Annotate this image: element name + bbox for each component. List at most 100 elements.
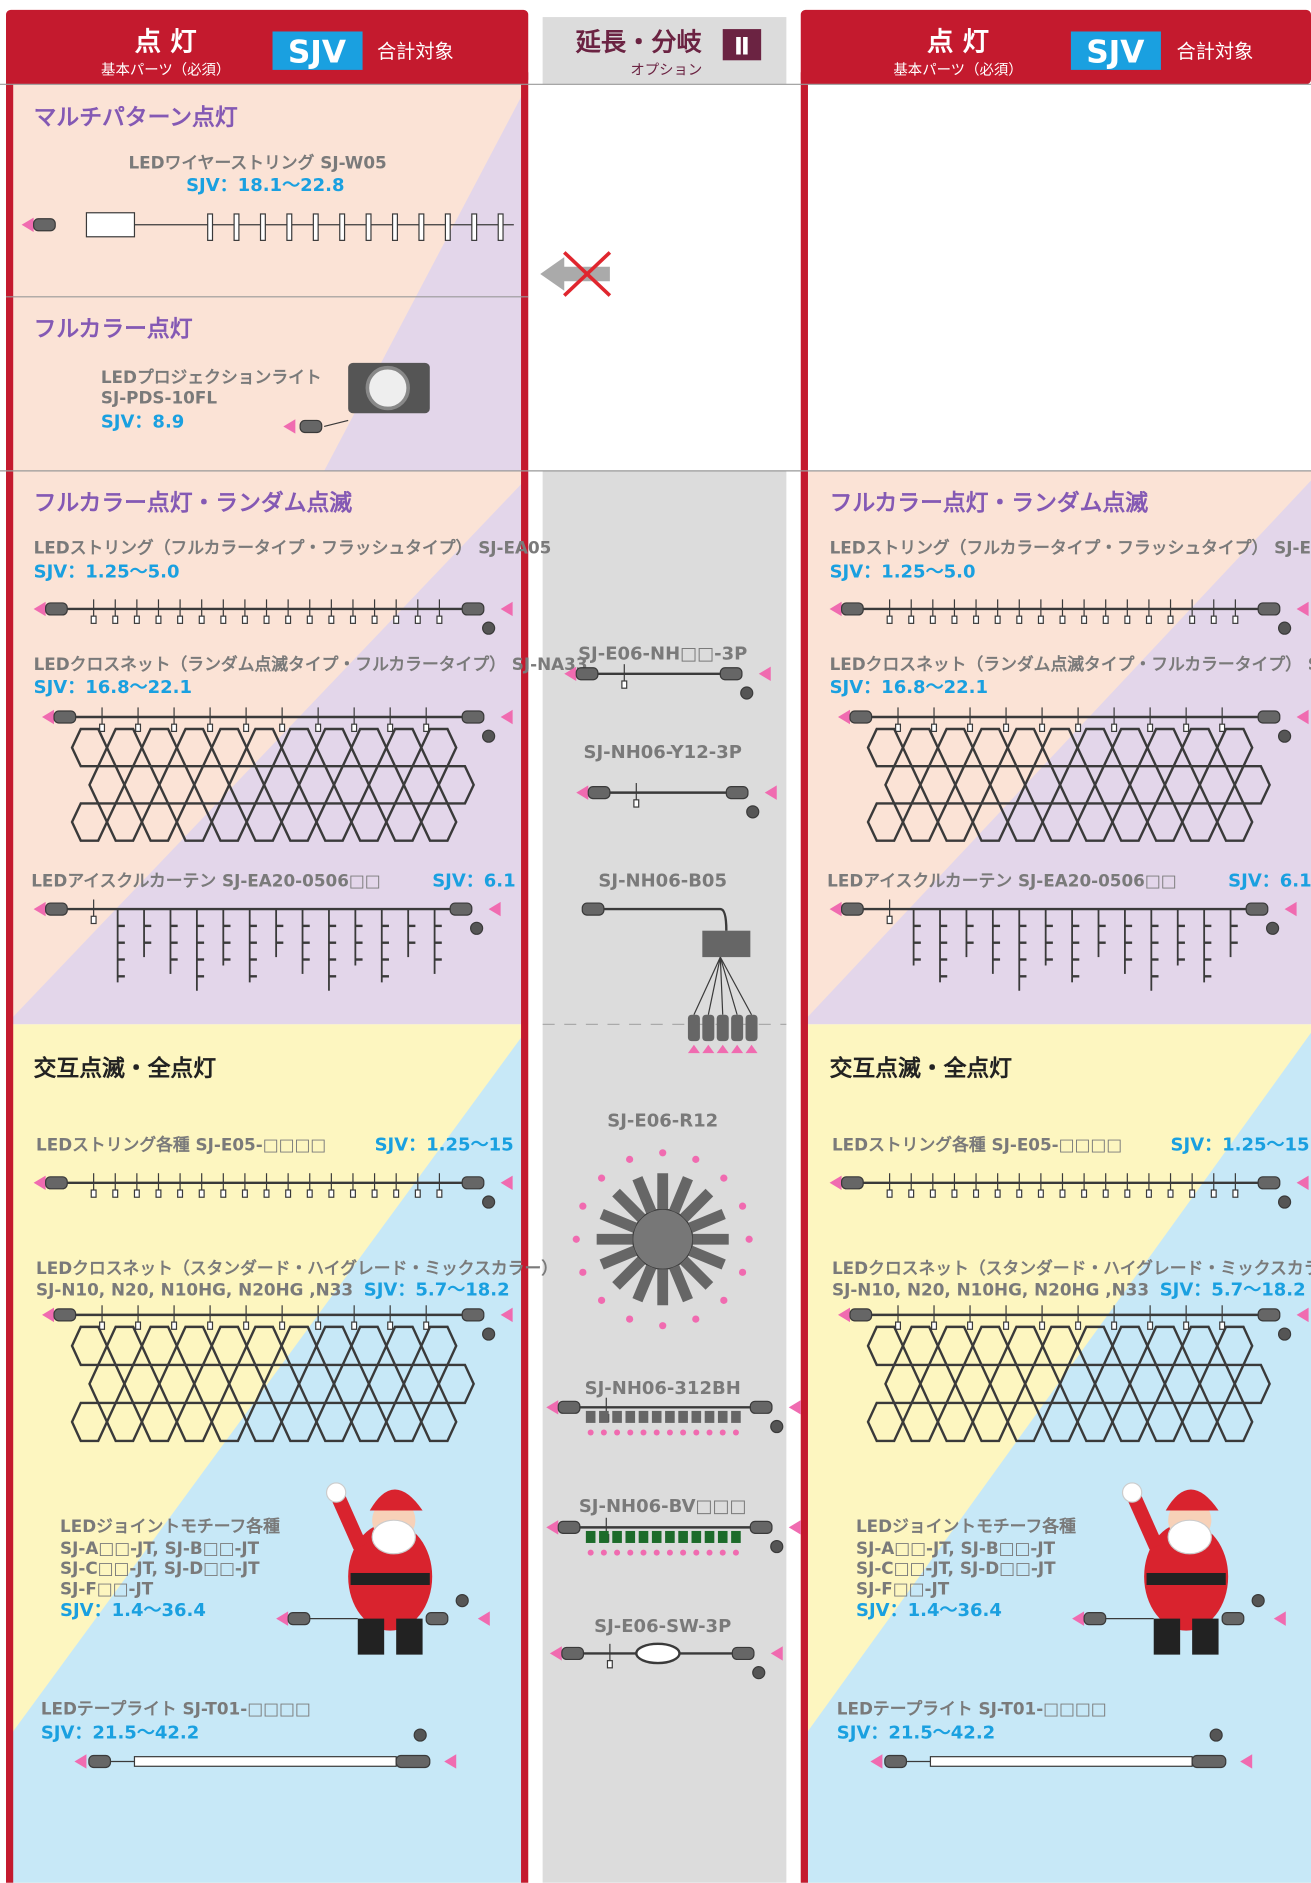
lens (365, 365, 410, 411)
header-title: 点 灯 (135, 27, 197, 58)
tip (706, 1429, 713, 1436)
item-sjv: SJV：18.1〜22.8 (186, 175, 344, 196)
connector (749, 1520, 773, 1534)
tap (691, 1410, 702, 1423)
tip (653, 1429, 660, 1436)
bulb (328, 1189, 335, 1198)
arrow (500, 709, 513, 725)
net-cell (315, 802, 353, 842)
bulb (90, 915, 97, 925)
bulb (312, 213, 319, 241)
cap (1277, 621, 1292, 635)
bulb (973, 1189, 980, 1198)
cap (482, 1327, 496, 1341)
bulb (1003, 723, 1010, 733)
arrow (758, 666, 771, 681)
bulb (339, 213, 346, 241)
bulb (177, 1189, 184, 1198)
bulb (393, 615, 400, 624)
bulb (243, 1321, 250, 1330)
item-label: LEDテープライト SJ-T01-□□□□ (837, 1699, 1107, 1719)
tap (678, 1410, 688, 1423)
center-subtitle: オプション (630, 62, 702, 79)
connector (587, 786, 611, 800)
cap (482, 1195, 496, 1209)
cap (770, 1539, 784, 1554)
spoke (680, 1188, 714, 1222)
badge-text: SJV (1086, 35, 1144, 71)
tip (720, 1174, 728, 1182)
bulb (328, 615, 335, 624)
bulb (135, 723, 142, 733)
bulb (908, 1189, 915, 1198)
item-label: LEDストリング各種 SJ-E05-□□□□ (36, 1134, 326, 1154)
cap (455, 1593, 469, 1608)
connector (395, 1754, 431, 1769)
bulb (444, 213, 451, 241)
arrow (33, 601, 46, 617)
arrow (870, 1754, 883, 1769)
bulb (895, 723, 902, 733)
left-header-bg (6, 9, 529, 85)
header-subtitle: 基本パーツ（必須） (893, 62, 1022, 79)
bulb (351, 1321, 358, 1330)
item-label: LEDストリング（フルカラータイプ・フラッシュタイプ） SJ-EA05 (830, 538, 1311, 558)
arrow (788, 1400, 801, 1415)
center-numeral: Ⅱ (734, 32, 750, 60)
bulb (929, 615, 936, 624)
bulb (606, 1660, 613, 1669)
badge (272, 31, 363, 70)
item-label: LEDジョイントモチーフ各種 (60, 1516, 280, 1536)
bulb (1059, 1189, 1066, 1198)
tip (666, 1549, 673, 1556)
bulb (112, 1189, 119, 1198)
connector (1257, 710, 1281, 724)
tip (626, 1155, 634, 1163)
item-label: SJ-N10, N20, N10HG, N20HG ,N33 (832, 1280, 1149, 1300)
tape (133, 1756, 397, 1767)
bulb (1189, 615, 1196, 624)
item-sjv: SJV：16.8〜22.1 (830, 677, 988, 698)
net-cell (936, 1401, 975, 1443)
connector (53, 710, 77, 724)
tap (704, 1530, 715, 1543)
bulb (886, 1189, 893, 1198)
spoke (599, 1208, 638, 1233)
bulb (1145, 1189, 1152, 1198)
net-cell (1076, 802, 1114, 842)
tap (651, 1530, 662, 1543)
bulb (1183, 723, 1190, 733)
cable (707, 956, 721, 1015)
net-cell (1041, 802, 1079, 842)
santa-boot (1153, 1618, 1181, 1655)
arrow (770, 1646, 783, 1661)
santa-boot (396, 1618, 423, 1655)
connector (461, 1176, 485, 1190)
bulb (1102, 615, 1109, 624)
bulb (241, 1189, 248, 1198)
tap (665, 1530, 675, 1543)
item-sjv: SJV：1.25〜15 (1171, 1134, 1310, 1155)
net-cell (315, 1401, 353, 1443)
bulb (967, 1321, 974, 1330)
tip (692, 1155, 700, 1163)
net-cell (350, 802, 388, 842)
item-label: LEDクロスネット（スタンダード・ハイグレード・ミックスカラー） (36, 1258, 558, 1278)
bulb (371, 615, 378, 624)
bulb (133, 615, 140, 624)
tip (640, 1549, 647, 1556)
arrow (829, 901, 842, 917)
connector (840, 1176, 864, 1190)
bulb (1219, 723, 1226, 733)
arrow (1072, 1611, 1085, 1626)
santa-boot (1192, 1618, 1219, 1655)
cap (1251, 1593, 1265, 1608)
santa-belt (1146, 1572, 1226, 1585)
tip (680, 1549, 687, 1556)
bulb (286, 213, 293, 241)
tip (719, 1549, 726, 1556)
item-sjv: SJV：5.7〜18.2 (1160, 1280, 1306, 1301)
net-cell (70, 802, 109, 842)
bulb (387, 723, 394, 733)
